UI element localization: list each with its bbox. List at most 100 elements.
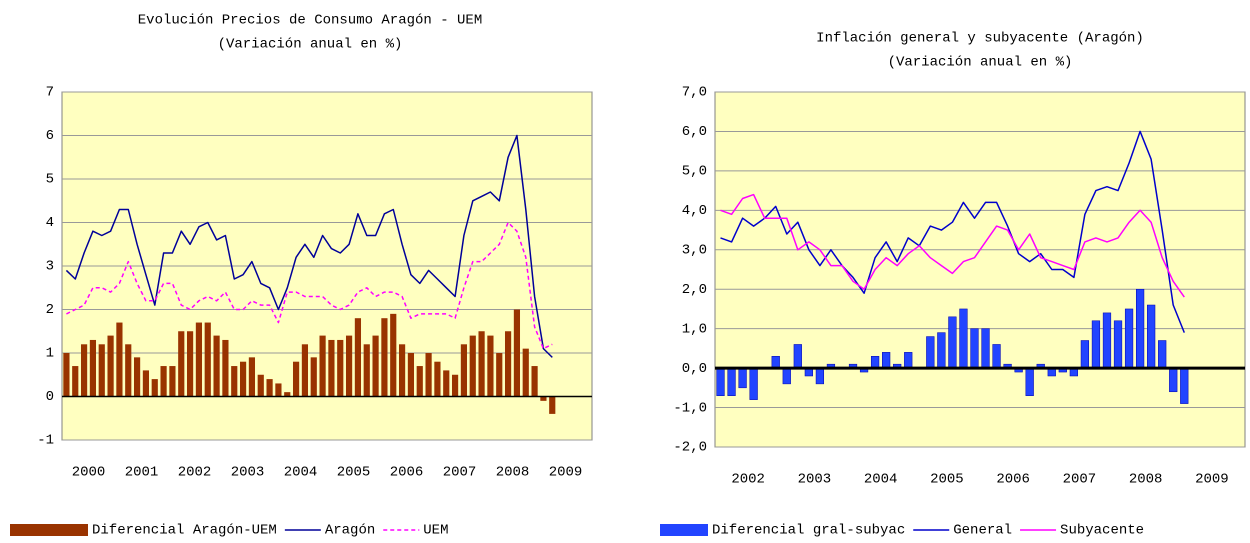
- bar: [310, 357, 317, 397]
- x-tick-label: 2007: [1063, 472, 1097, 488]
- y-tick-label: 2,0: [682, 282, 707, 298]
- bar: [89, 339, 97, 397]
- bar: [926, 336, 935, 369]
- bar: [1169, 367, 1178, 393]
- bar: [266, 379, 273, 397]
- bar: [337, 339, 344, 397]
- line: [66, 221, 553, 350]
- x-tick-label: 2009: [1195, 472, 1229, 488]
- bar: [1147, 304, 1156, 369]
- bar: [169, 366, 176, 397]
- x-tick-label: 2003: [231, 465, 265, 481]
- bar: [771, 356, 780, 369]
- bar: [443, 370, 450, 397]
- legend-label: Subyacente: [1060, 523, 1144, 539]
- x-tick-label: 2006: [996, 472, 1030, 488]
- bar: [1158, 340, 1167, 369]
- y-tick-label: 3: [46, 259, 54, 275]
- bar: [948, 316, 957, 369]
- bar: [870, 356, 880, 369]
- bar: [727, 367, 736, 396]
- x-tick-label: 2006: [390, 465, 424, 481]
- bar: [292, 361, 300, 397]
- x-tick-label: 2000: [72, 465, 106, 481]
- bar: [904, 352, 913, 369]
- y-tick-label: 6: [46, 128, 54, 144]
- bar: [63, 353, 70, 397]
- bar: [178, 331, 185, 397]
- bar: [496, 353, 503, 397]
- bar: [98, 344, 105, 397]
- bar: [381, 318, 388, 397]
- bar: [749, 367, 758, 400]
- bar: [959, 308, 968, 369]
- bar: [540, 396, 547, 401]
- bar: [531, 366, 538, 397]
- x-tick-label: 2007: [443, 465, 477, 481]
- bar: [513, 309, 521, 397]
- bar: [107, 335, 114, 397]
- x-tick-label: 2004: [864, 472, 898, 488]
- x-tick-label: 2008: [1129, 472, 1163, 488]
- bar: [407, 353, 415, 397]
- legend-label: Diferencial gral-subyac: [712, 523, 905, 539]
- bar: [72, 366, 79, 397]
- bar: [319, 335, 326, 397]
- y-tick-label: 5: [46, 172, 54, 188]
- y-tick-label: 0,0: [682, 361, 707, 377]
- bar: [186, 331, 194, 397]
- bar: [793, 344, 802, 369]
- bar: [222, 339, 229, 397]
- bar: [248, 357, 256, 397]
- bar: [1080, 340, 1090, 369]
- x-tick-label: 2005: [337, 465, 371, 481]
- x-tick-label: 2008: [496, 465, 530, 481]
- y-tick-label: 5,0: [682, 164, 707, 180]
- bar: [937, 332, 946, 369]
- bar: [522, 348, 529, 397]
- bar: [275, 383, 282, 397]
- bar: [328, 339, 335, 397]
- x-tick-label: 2004: [284, 465, 318, 481]
- bar: [782, 367, 791, 385]
- legend-label: General: [953, 523, 1012, 539]
- y-tick-label: 4,0: [682, 203, 707, 219]
- bar: [213, 335, 220, 397]
- bar: [354, 318, 362, 397]
- bar: [434, 361, 441, 397]
- x-tick-label: 2009: [549, 465, 583, 481]
- line: [720, 193, 1185, 298]
- x-tick-label: 2005: [930, 472, 964, 488]
- plot-area: [714, 91, 1246, 448]
- bar: [231, 366, 238, 397]
- y-tick-label: 7: [46, 85, 54, 101]
- bar: [882, 352, 891, 369]
- bar: [142, 370, 150, 397]
- y-tick-label: -1,0: [673, 400, 707, 416]
- bar: [1124, 308, 1134, 369]
- bar: [992, 344, 1001, 369]
- bar: [372, 335, 379, 397]
- bar: [1113, 320, 1123, 369]
- y-tick-label: -1: [37, 433, 54, 449]
- bar: [469, 335, 476, 397]
- bar: [301, 344, 309, 397]
- bar: [1135, 288, 1145, 369]
- chart-title: Evolución Precios de Consumo Aragón - UE…: [138, 13, 482, 29]
- bar: [1180, 367, 1189, 404]
- bar: [487, 335, 494, 397]
- bar: [363, 344, 370, 397]
- x-tick-label: 2001: [125, 465, 159, 481]
- bar: [116, 322, 123, 397]
- legend-swatch: [660, 524, 708, 536]
- y-tick-label: 1: [46, 346, 54, 362]
- y-tick-label: 1,0: [682, 321, 707, 337]
- bar: [716, 367, 725, 396]
- bar: [504, 331, 512, 397]
- bar: [257, 374, 264, 397]
- y-tick-label: 3,0: [682, 242, 707, 258]
- bar: [133, 357, 141, 397]
- bar: [160, 366, 167, 397]
- bar: [345, 335, 353, 397]
